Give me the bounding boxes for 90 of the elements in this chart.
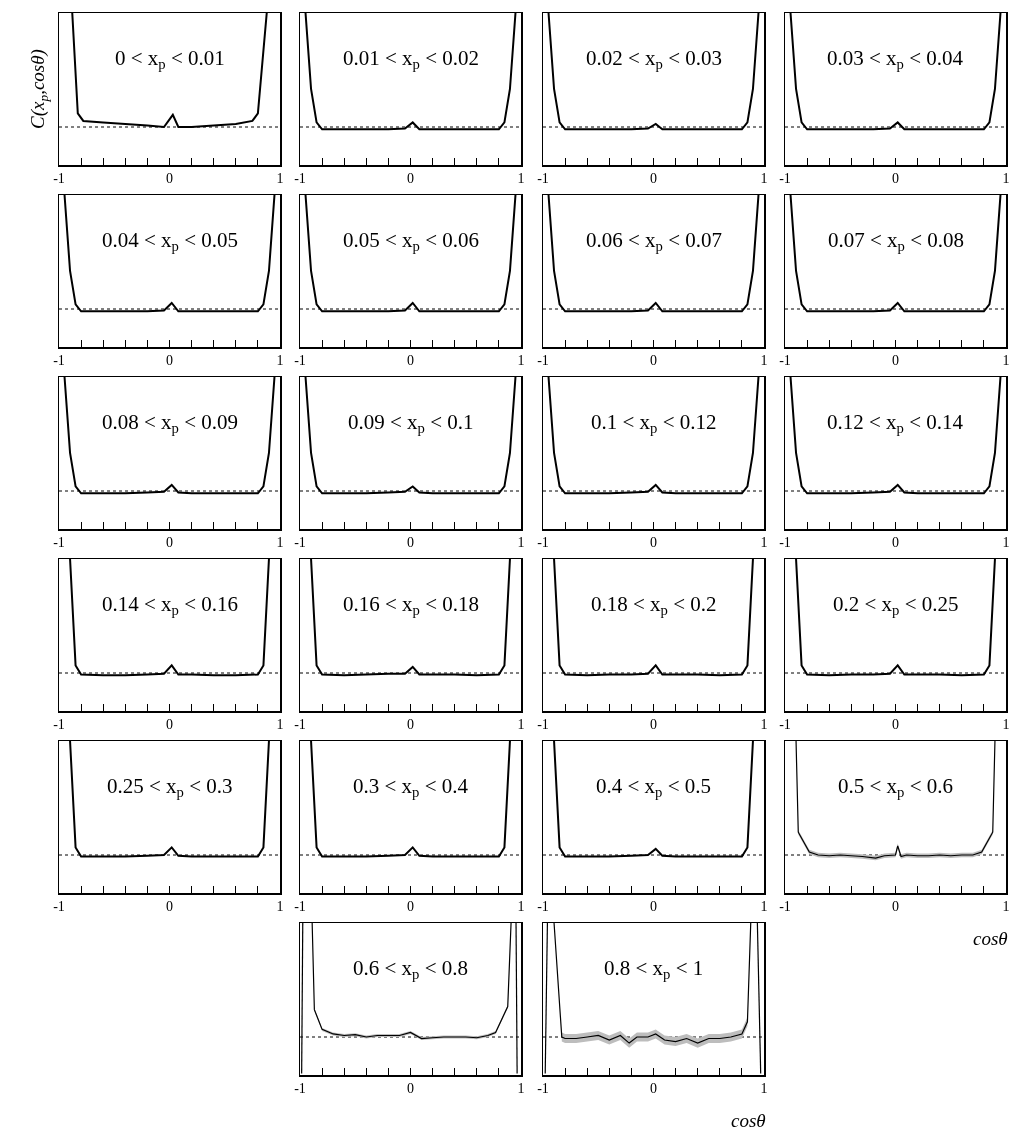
x-tick-label: -1	[537, 1081, 549, 1097]
x-tick-label: 0	[407, 717, 414, 733]
x-tick-label: 0	[892, 171, 899, 187]
x-tick-label: -1	[53, 535, 65, 551]
annotation: 0.6 < x$_{p}$ < 0.8	[353, 956, 469, 983]
x-tick-label: 0	[650, 1081, 657, 1097]
x-tick-label: 1	[276, 353, 284, 369]
x-tick-label: 0	[650, 171, 657, 187]
x-tick-label: 0	[407, 899, 414, 915]
x-tick-label: 0	[166, 535, 173, 551]
x-tick-label: 1	[517, 171, 525, 187]
x-tick-label: 0	[166, 353, 173, 369]
annotation: 0 < x$_{p}$ < 0.01	[115, 46, 225, 73]
x-tick-label: -1	[294, 535, 306, 551]
x-tick-label: -1	[294, 717, 306, 733]
x-tick-label: 1	[276, 535, 284, 551]
annotation: 0.02 < x$_{p}$ < 0.03	[586, 46, 723, 73]
x-tick-label: -1	[779, 353, 791, 369]
annotation: 0.03 < x$_{p}$ < 0.04	[827, 46, 964, 73]
x-tick-label: -1	[537, 171, 549, 187]
annotation: 0.09 < x$_{p}$ < 0.1	[348, 410, 474, 437]
x-tick-label: 0	[892, 535, 899, 551]
x-tick-label: 0	[407, 535, 414, 551]
x-tick-label: 0	[892, 717, 899, 733]
x-tick-label: 0	[650, 353, 657, 369]
annotation: 0.14 < x$_{p}$ < 0.16	[102, 592, 239, 619]
x-tick-label: -1	[294, 1081, 306, 1097]
annotation: 0.8 < x$_{p}$ < 1	[604, 956, 704, 983]
x-tick-label: 1	[760, 1081, 768, 1097]
x-tick-label: 0	[166, 171, 173, 187]
annotation: 0.5 < x$_{p}$ < 0.6	[838, 774, 954, 801]
x-tick-label: -1	[537, 535, 549, 551]
x-tick-label: 0	[407, 171, 414, 187]
x-tick-label: 1	[760, 899, 768, 915]
annotation: 0.3 < x$_{p}$ < 0.4	[353, 774, 469, 801]
x-tick-label: 0	[407, 1081, 414, 1097]
x-tick-label: 1	[517, 353, 525, 369]
x-tick-label: 1	[1002, 899, 1010, 915]
x-tick-label: 1	[760, 535, 768, 551]
annotation: 0.01 < x$_{p}$ < 0.02	[343, 46, 480, 73]
x-tick-label: 1	[760, 717, 768, 733]
x-tick-label: 0	[166, 899, 173, 915]
x-tick-label: -1	[294, 899, 306, 915]
x-tick-label: -1	[779, 171, 791, 187]
x-tick-label: -1	[53, 171, 65, 187]
x-tick-label: 1	[276, 717, 284, 733]
annotation: 0.18 < x$_{p}$ < 0.2	[591, 592, 717, 619]
x-tick-label: 1	[1002, 171, 1010, 187]
x-tick-label: 1	[1002, 717, 1010, 733]
x-tick-label: 1	[760, 171, 768, 187]
x-tick-label: 1	[1002, 353, 1010, 369]
x-tick-label: 1	[276, 171, 284, 187]
x-tick-label: 0	[407, 353, 414, 369]
annotation: 0.16 < x$_{p}$ < 0.18	[343, 592, 480, 619]
x-tick-label: 1	[517, 1081, 525, 1097]
x-tick-label: -1	[294, 171, 306, 187]
x-tick-label: 1	[760, 353, 768, 369]
x-tick-label: 0	[892, 899, 899, 915]
x-tick-label: -1	[537, 353, 549, 369]
x-tick-label: -1	[53, 353, 65, 369]
x-tick-label: 1	[517, 535, 525, 551]
x-tick-label: 0	[650, 717, 657, 733]
x-tick-label: 1	[1002, 535, 1010, 551]
annotation: 0.07 < x$_{p}$ < 0.08	[828, 228, 965, 255]
annotation: 0.4 < x$_{p}$ < 0.5	[596, 774, 712, 801]
x-axis-title: cosθ	[973, 928, 1008, 949]
annotation: 0.06 < x$_{p}$ < 0.07	[586, 228, 723, 255]
x-tick-label: -1	[537, 717, 549, 733]
x-tick-label: 0	[650, 899, 657, 915]
x-tick-label: 0	[892, 353, 899, 369]
x-tick-label: 1	[517, 717, 525, 733]
x-tick-label: 0	[166, 717, 173, 733]
x-tick-label: -1	[537, 899, 549, 915]
annotation: 0.08 < x$_{p}$ < 0.09	[102, 410, 239, 437]
annotation: 0.05 < x$_{p}$ < 0.06	[343, 228, 480, 255]
annotation: 0.1 < x$_{p}$ < 0.12	[591, 410, 717, 437]
x-tick-label: -1	[53, 899, 65, 915]
x-tick-label: -1	[53, 717, 65, 733]
x-tick-label: 1	[276, 899, 284, 915]
x-tick-label: -1	[779, 535, 791, 551]
annotation: 0.04 < x$_{p}$ < 0.05	[102, 228, 239, 255]
x-tick-label: -1	[294, 353, 306, 369]
x-tick-label: -1	[779, 717, 791, 733]
annotation: 0.12 < x$_{p}$ < 0.14	[827, 410, 964, 437]
x-tick-label: -1	[779, 899, 791, 915]
x-axis-title: cosθ	[731, 1110, 766, 1129]
x-tick-label: 0	[650, 535, 657, 551]
x-tick-label: 1	[517, 899, 525, 915]
annotation: 0.2 < x$_{p}$ < 0.25	[833, 592, 959, 619]
annotation: 0.25 < x$_{p}$ < 0.3	[107, 774, 233, 801]
